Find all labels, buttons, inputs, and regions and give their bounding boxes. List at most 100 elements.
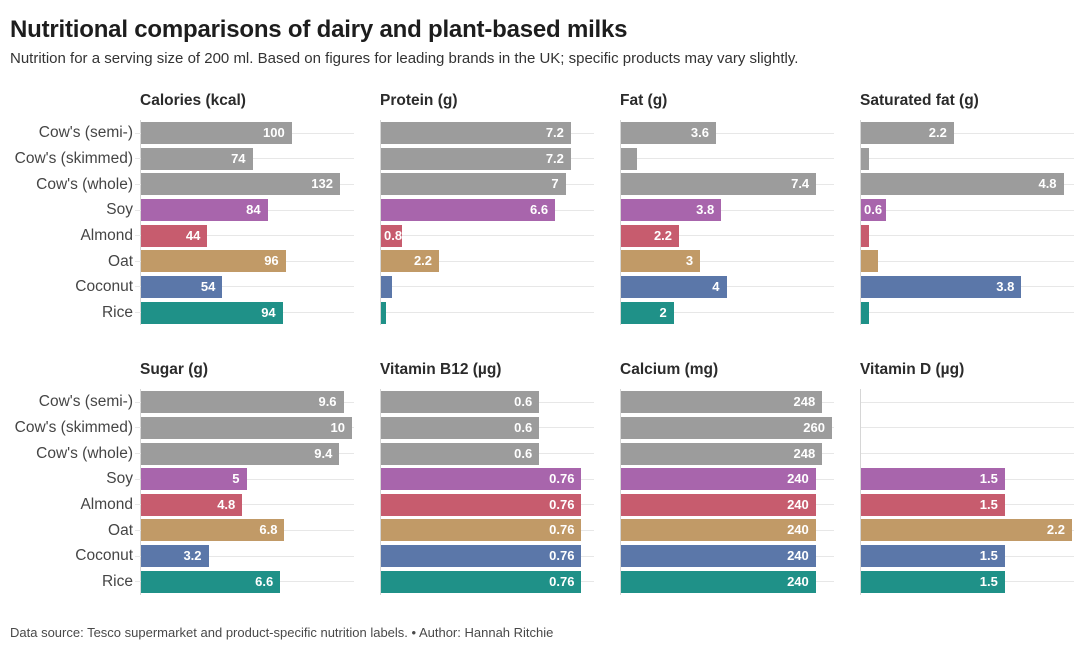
bar-track — [860, 248, 1074, 275]
bar: 0.76 — [381, 493, 582, 516]
bar-track: 0.76 — [380, 466, 594, 493]
bar-row: 1.5 — [860, 492, 1074, 518]
bar-row: 248 — [620, 389, 834, 416]
bar-track: 9.4 — [135, 440, 354, 467]
bar-value-label: 0.76 — [549, 548, 575, 564]
bar-row: 1.5 — [860, 543, 1074, 569]
bar-track: 0.76 — [380, 492, 594, 518]
chart-panel-title: Fat (g) — [620, 92, 668, 110]
guide-line — [381, 312, 594, 314]
bar-row: 3.6 — [620, 120, 834, 146]
bar-row — [860, 415, 1074, 441]
row-label: Oat — [108, 252, 133, 270]
guide-line — [135, 286, 354, 288]
bar-value-label: 240 — [787, 573, 809, 589]
bar-value-label: 6.6 — [255, 573, 274, 589]
bar-value-label: 7.2 — [545, 125, 564, 141]
bar-row: Rice 94 — [10, 299, 354, 326]
bar-row: 3 — [620, 248, 834, 275]
bar-row — [860, 248, 1074, 275]
bar-track: 2.2 — [860, 517, 1074, 544]
bar-row: Cow's (whole) 132 — [10, 171, 354, 198]
bar-row — [860, 299, 1074, 326]
guide-line — [381, 286, 594, 288]
bar-rows: 1.5 1.5 2.2 1.5 1.5 — [860, 389, 1074, 595]
bar-row: 7 — [380, 171, 594, 198]
guide-line — [861, 453, 1074, 455]
bar-row: 7.4 — [620, 171, 834, 198]
bar-value-label: 0.8 — [384, 227, 403, 243]
bar-track: 6.8 — [135, 517, 354, 544]
bar-track: 4.8 — [135, 492, 354, 518]
bar-track: 6.6 — [135, 568, 354, 595]
bar-track: 0.76 — [380, 543, 594, 569]
small-multiples-grid: Calories (kcal) Cow's (semi-) 100 Cow's (sk… — [10, 92, 1076, 595]
bar-row: 240 — [620, 517, 834, 544]
bar: 7.2 — [381, 122, 571, 145]
bar-track: 248 — [620, 389, 834, 416]
bar-row: Almond 4.8 — [10, 492, 354, 518]
row-label: Coconut — [75, 278, 133, 296]
bar-row: 0.6 — [380, 389, 594, 416]
bar: 1.5 — [861, 493, 1005, 516]
bar-row: 0.6 — [860, 197, 1074, 223]
bar: 0.8 — [381, 224, 403, 247]
chart-panel: Saturated fat (g) 2.2 4.8 0.6 3.8 — [860, 92, 1074, 326]
bar: 1.5 — [861, 545, 1005, 568]
bar-row: 3.8 — [860, 274, 1074, 300]
bar-value-label: 0.6 — [514, 445, 533, 461]
guide-line — [135, 235, 354, 237]
bar-row: 0.76 — [380, 543, 594, 569]
bar-value-label: 7.2 — [545, 150, 564, 166]
bar: 9.6 — [141, 391, 344, 414]
bar-value-label: 0.6 — [864, 202, 883, 218]
guide-line — [621, 312, 834, 314]
bar-value-label: 4.8 — [1038, 176, 1057, 192]
bar-track — [860, 440, 1074, 467]
guide-line — [861, 427, 1074, 429]
bar-rows: 3.6 7.4 3.8 2.2 3 4 2 — [620, 120, 834, 326]
bar-value-label: 0.6 — [514, 394, 533, 410]
chart-panel: Calories (kcal) Cow's (semi-) 100 Cow's (sk… — [10, 92, 354, 326]
guide-line — [135, 504, 354, 506]
chart-panel-title: Vitamin B12 (µg) — [380, 361, 502, 379]
bar-row: Soy 84 — [10, 197, 354, 223]
bar: 248 — [621, 442, 823, 465]
bar-track: 1.5 — [860, 543, 1074, 569]
row-label: Oat — [108, 521, 133, 539]
figure-subtitle: Nutrition for a serving size of 200 ml. … — [10, 49, 799, 67]
bar: 4.8 — [861, 173, 1064, 196]
guide-line — [621, 158, 834, 160]
bar-track: 0.6 — [380, 440, 594, 467]
bar: 0.76 — [381, 468, 582, 491]
bar-row: Cow's (skimmed) 10 — [10, 415, 354, 441]
bar-track — [380, 299, 594, 326]
bar: 4.8 — [141, 493, 243, 516]
bar: 0.6 — [861, 199, 887, 222]
bar-track: 2 — [620, 299, 834, 326]
bar-value-label: 7.4 — [791, 176, 810, 192]
bar-track: 248 — [620, 440, 834, 467]
chart-panel-title: Vitamin D (µg) — [860, 361, 965, 379]
bar-track: 3.8 — [860, 274, 1074, 300]
guide-line — [861, 401, 1074, 403]
bar-row: 3.8 — [620, 197, 834, 223]
bar-track: 3.6 — [620, 120, 834, 146]
bar: 3.6 — [621, 122, 716, 145]
chart-panel: Sugar (g) Cow's (semi-) 9.6 Cow's (skimmed)… — [10, 361, 354, 595]
bar: 240 — [621, 468, 816, 491]
bar-track: 0.76 — [380, 517, 594, 544]
bar-value-label: 0.76 — [549, 573, 575, 589]
bar-row — [620, 145, 834, 172]
bar-track: 0.8 — [380, 222, 594, 249]
bar-track — [860, 299, 1074, 326]
bar: 7.2 — [381, 147, 571, 170]
bar: 6.6 — [381, 199, 556, 222]
guide-line — [381, 260, 594, 262]
bar-row — [860, 145, 1074, 172]
bar: 96 — [141, 250, 286, 273]
bar-row: 1.5 — [860, 466, 1074, 493]
bar-row — [860, 222, 1074, 249]
bar: 3.8 — [861, 275, 1022, 298]
bar — [381, 301, 387, 324]
